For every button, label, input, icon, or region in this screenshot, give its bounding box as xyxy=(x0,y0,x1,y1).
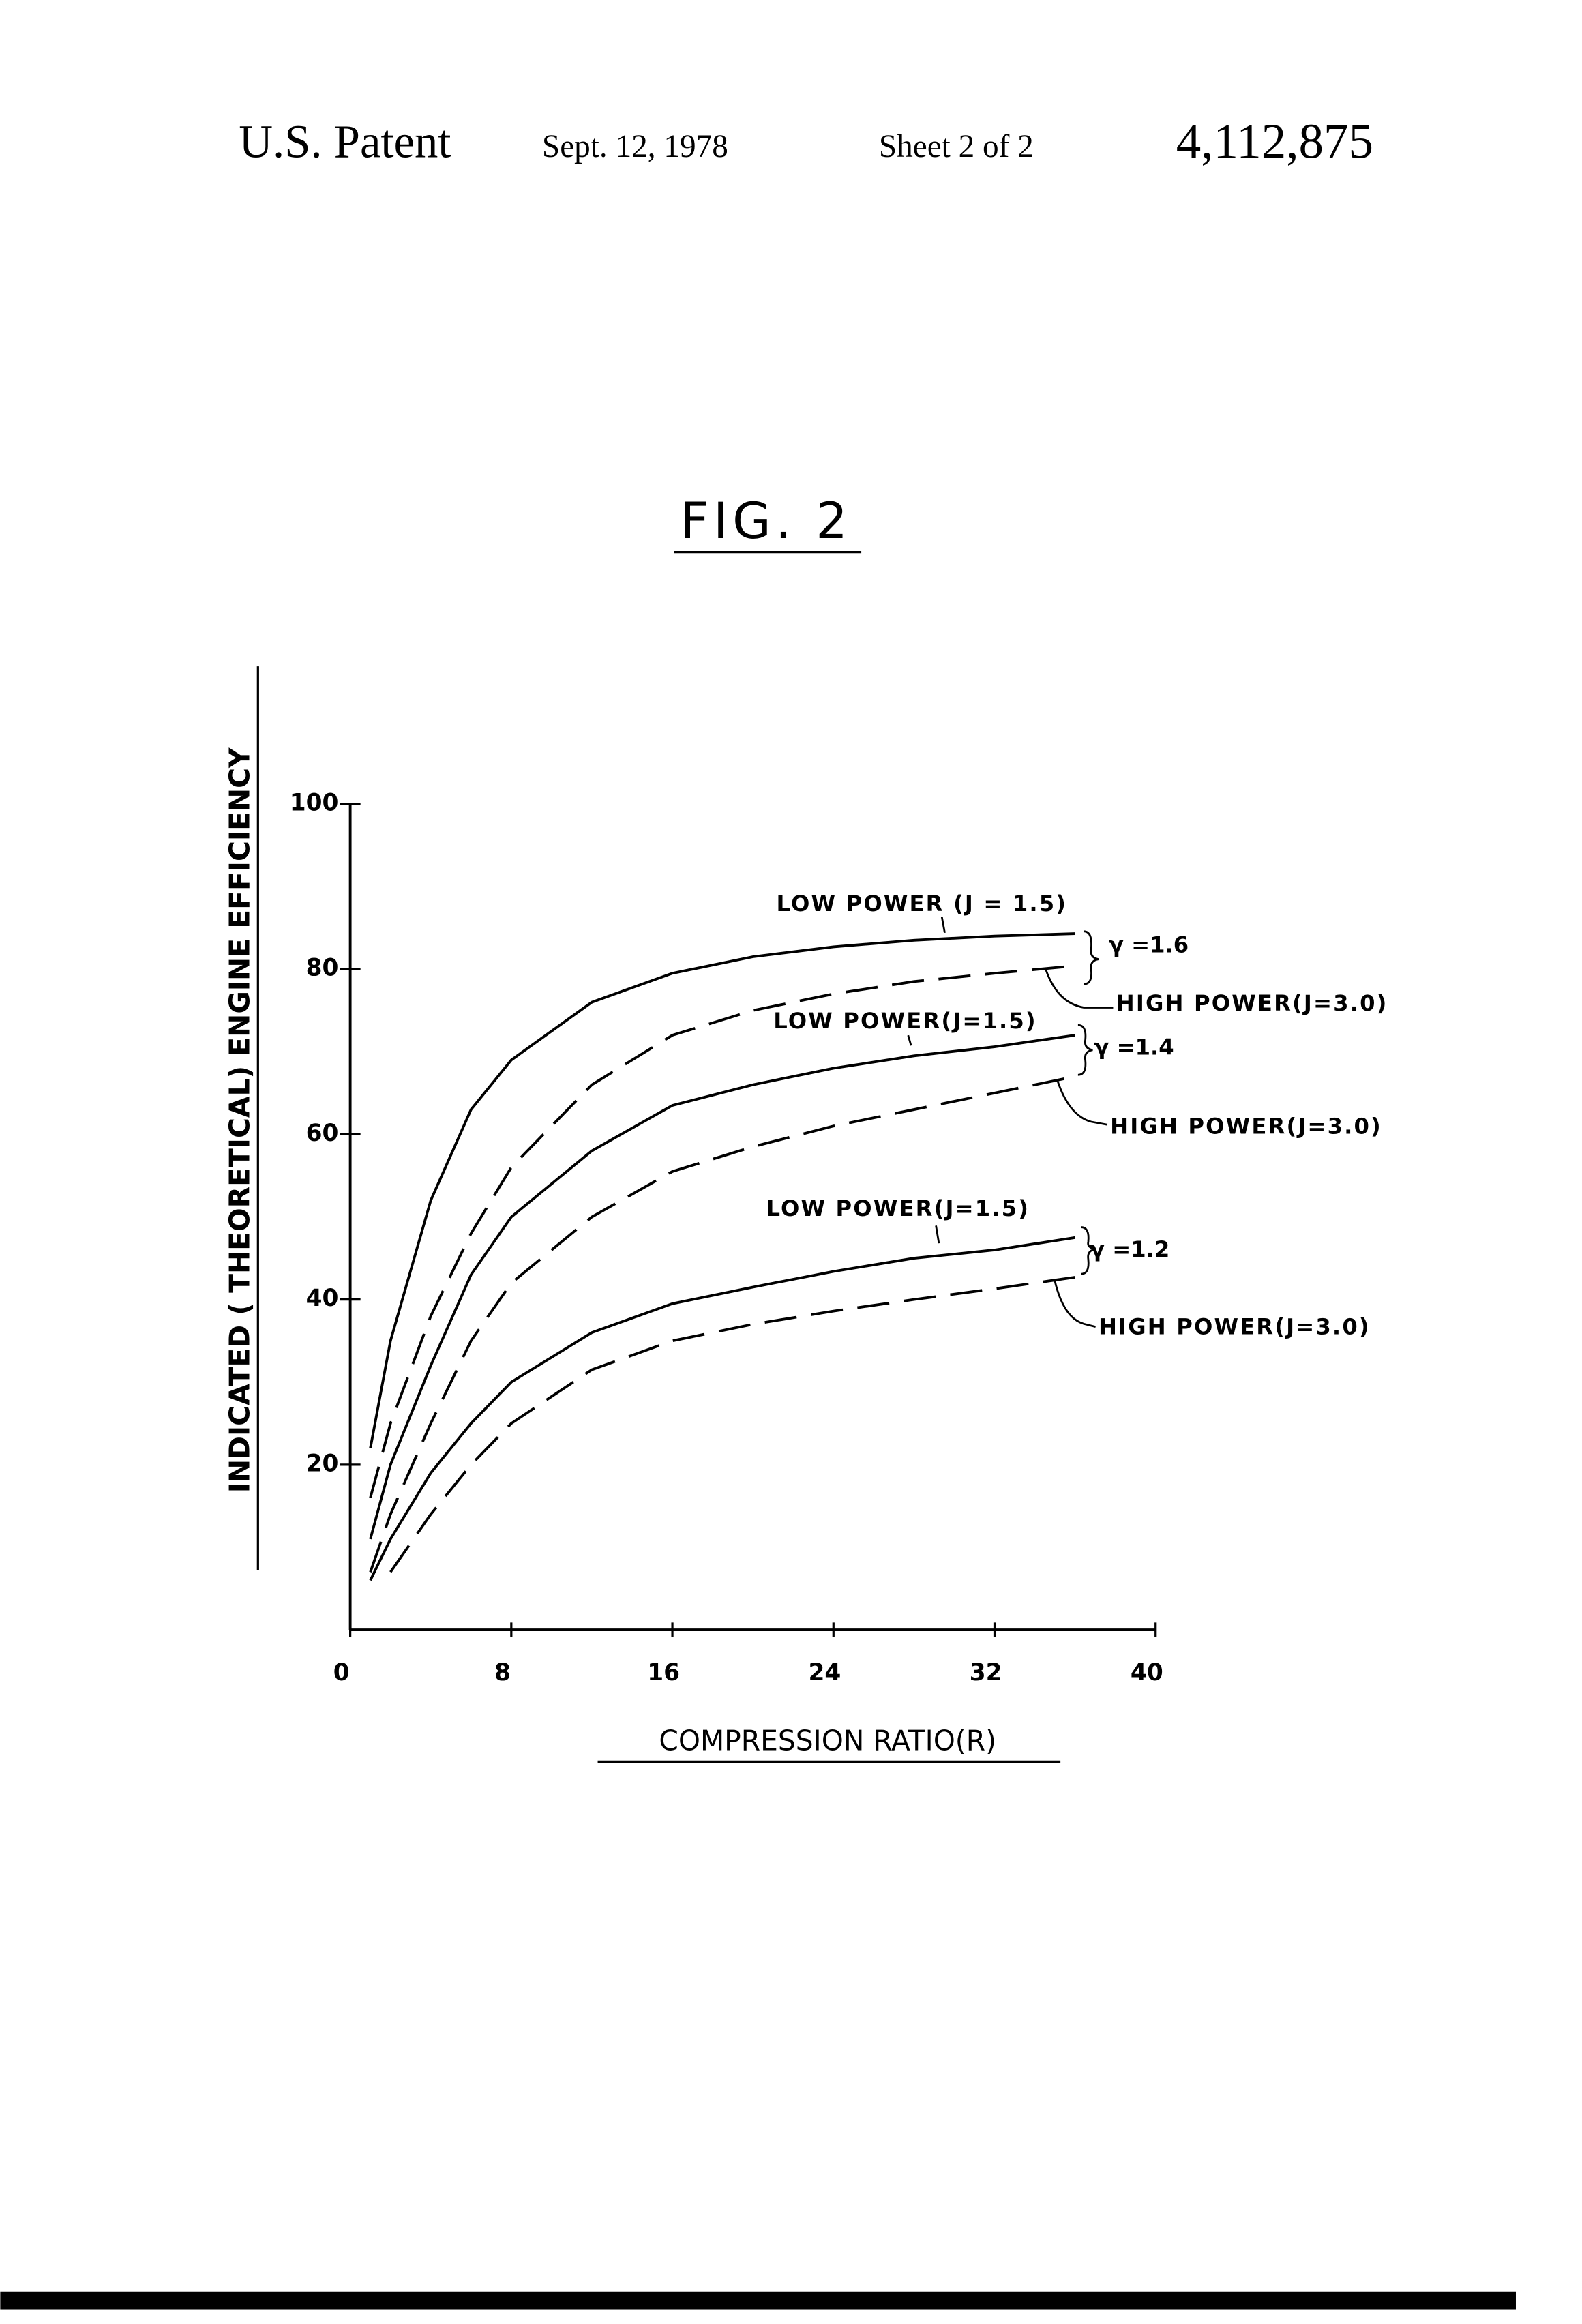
annotation: γ =1.4 xyxy=(1094,1034,1174,1060)
x-tick-label: 8 xyxy=(494,1659,511,1686)
x-tick-label: 32 xyxy=(970,1659,1002,1686)
x-tick-label: 40 xyxy=(1131,1659,1163,1686)
header-left: U.S. Patent xyxy=(239,116,451,168)
y-axis-label: INDICATED ( THEORETICAL) ENGINE EFFICIEN… xyxy=(224,747,256,1493)
y-tick-label: 100 xyxy=(290,789,339,816)
series-label: HIGH POWER(J=3.0) xyxy=(1110,1114,1382,1139)
bottom-bar xyxy=(0,2292,1516,2310)
series-label: HIGH POWER(J=3.0) xyxy=(1116,990,1388,1016)
y-tick-label: 20 xyxy=(306,1450,339,1477)
x-axis-label: COMPRESSION RATIO(R) xyxy=(659,1724,996,1757)
series-label: LOW POWER(J=1.5) xyxy=(773,1008,1037,1034)
annotation: γ =1.6 xyxy=(1109,932,1189,957)
y-tick-label: 60 xyxy=(306,1120,339,1147)
series-label: LOW POWER (J = 1.5) xyxy=(777,891,1068,917)
header-date: Sept. 12, 1978 xyxy=(542,129,728,164)
x-tick-label: 16 xyxy=(647,1659,680,1686)
x-tick-label: 24 xyxy=(808,1659,841,1686)
x-tick-label: 0 xyxy=(333,1659,350,1686)
series-label: LOW POWER(J=1.5) xyxy=(766,1195,1030,1221)
series-label: HIGH POWER(J=3.0) xyxy=(1099,1314,1371,1340)
header-sheet: Sheet 2 of 2 xyxy=(879,129,1034,164)
chart-title: FIG. 2 xyxy=(681,492,852,550)
y-tick-label: 80 xyxy=(306,955,339,982)
patent-sheet: U.S. Patent Sept. 12, 1978 Sheet 2 of 2 … xyxy=(0,0,1582,2324)
annotation: γ =1.2 xyxy=(1090,1236,1169,1262)
header-number: 4,112,875 xyxy=(1176,113,1373,168)
y-tick-label: 40 xyxy=(306,1285,339,1312)
